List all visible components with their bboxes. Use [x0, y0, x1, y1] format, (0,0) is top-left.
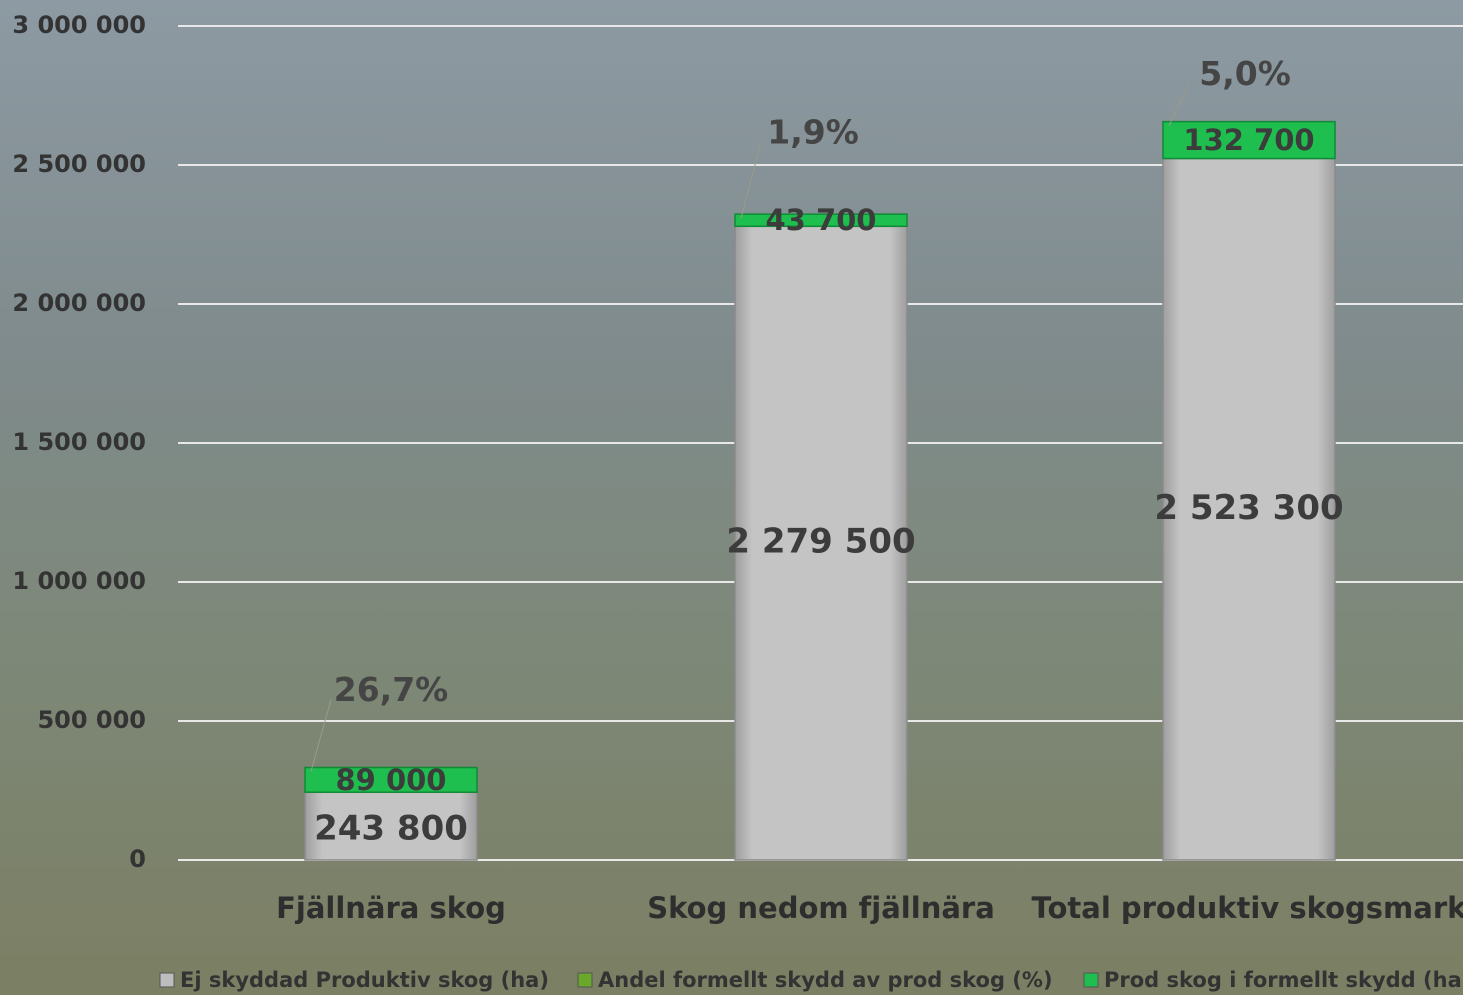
y-tick-label: 500 000: [37, 706, 146, 734]
data-label: 89 000: [336, 763, 447, 797]
percent-label: 1,9%: [767, 113, 859, 152]
y-tick-label: 2 500 000: [12, 150, 146, 178]
y-tick-label: 3 000 000: [12, 11, 146, 39]
x-tick-label: Total produktiv skogsmark: [1032, 891, 1463, 925]
legend-label: Ej skyddad Produktiv skog (ha): [180, 968, 549, 992]
x-tick-label: Fjällnära skog: [276, 891, 506, 925]
x-tick-label: Skog nedom fjällnära: [647, 891, 995, 925]
legend-label: Prod skog i formellt skydd (ha): [1104, 968, 1463, 992]
legend-swatch: [160, 973, 174, 987]
data-label: 2 279 500: [726, 522, 915, 562]
y-tick-label: 1 500 000: [12, 428, 146, 456]
y-tick-label: 1 000 000: [12, 567, 146, 595]
data-label: 2 523 300: [1154, 488, 1343, 528]
data-label: 43 700: [766, 203, 877, 237]
percent-label: 26,7%: [334, 670, 449, 709]
legend-swatch: [1084, 973, 1098, 987]
chart: 0 500 000 1 000 000 1 500 000 2 000 000 2 500…: [0, 0, 1463, 995]
data-label: 243 800: [314, 809, 468, 849]
y-tick-label: 0: [129, 845, 146, 873]
data-label: 132 700: [1183, 123, 1314, 157]
legend-label: Andel formellt skydd av prod skog (%): [598, 968, 1053, 992]
percent-label: 5,0%: [1199, 54, 1291, 93]
y-tick-label: 2 000 000: [12, 289, 146, 317]
legend-swatch: [578, 973, 592, 987]
